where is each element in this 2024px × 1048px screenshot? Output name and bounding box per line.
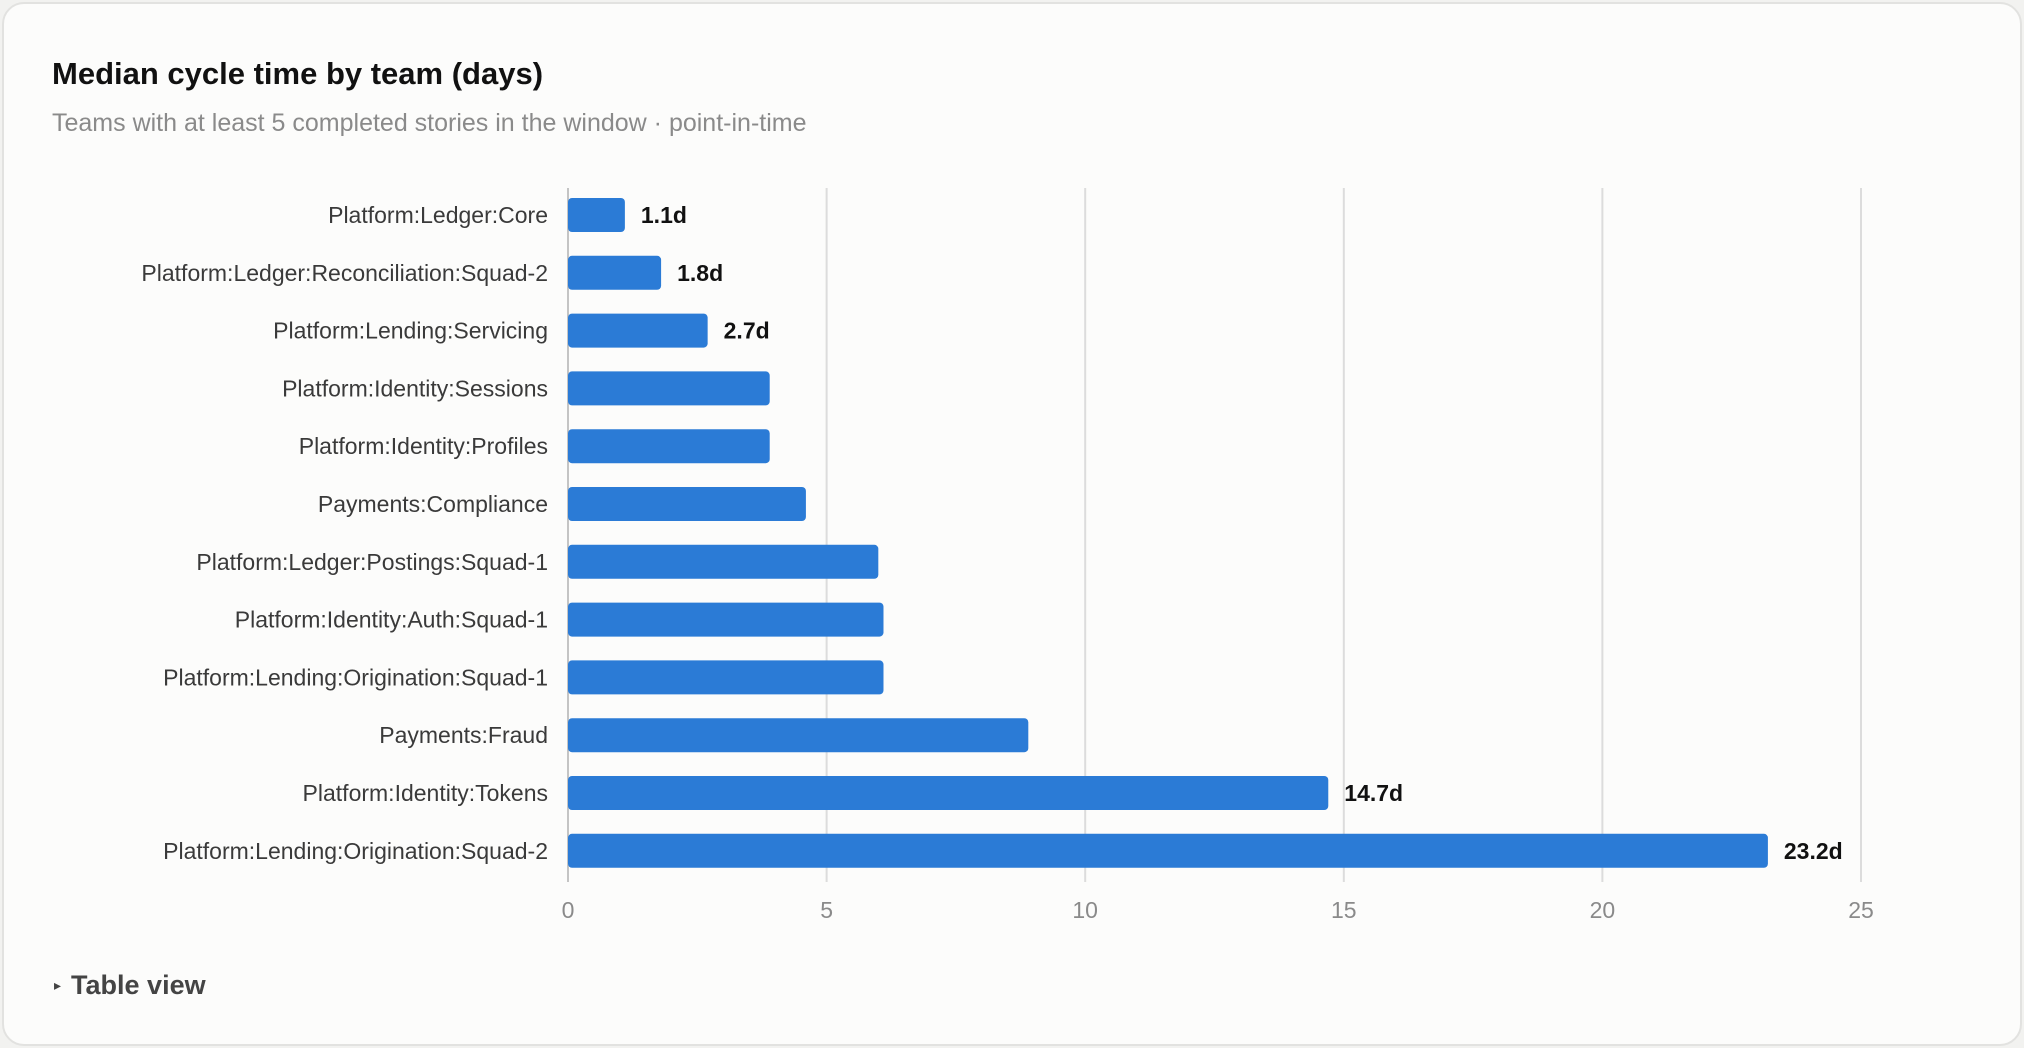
chart-subtitle: Teams with at least 5 completed stories … (52, 109, 807, 137)
category-label: Platform:Ledger:Core (328, 202, 548, 228)
x-tick-label: 15 (1331, 897, 1357, 923)
x-tick-label: 10 (1072, 897, 1098, 923)
table-view-toggle[interactable]: ▸ Table view (54, 970, 206, 1001)
bar-chart: 0 5 10 15 20 25 Platform:Ledger:Core 1.1d Platfo… (141, 188, 1874, 923)
bar (568, 718, 1029, 753)
data-label: 2.7d (724, 318, 770, 344)
category-label: Payments:Fraud (379, 722, 548, 748)
bar (568, 833, 1768, 868)
category-label: Platform:Lending:Origination:Squad-1 (163, 664, 548, 690)
category-label: Platform:Ledger:Reconciliation:Squad-2 (141, 260, 548, 286)
category-label: Platform:Identity:Tokens (303, 780, 548, 806)
bar (568, 313, 708, 348)
bar (568, 255, 662, 290)
data-label: 14.7d (1344, 780, 1403, 806)
bar (568, 602, 884, 637)
category-label: Platform:Lending:Servicing (273, 318, 548, 344)
chart-title: Median cycle time by team (days) (52, 56, 544, 91)
caret-right-icon: ▸ (54, 977, 62, 993)
data-label: 1.8d (677, 260, 723, 286)
bar (568, 544, 879, 579)
bar (568, 660, 884, 695)
x-tick-label: 0 (562, 897, 575, 923)
category-label: Payments:Compliance (318, 491, 548, 517)
data-label: 1.1d (641, 202, 687, 228)
bar (568, 371, 770, 406)
category-label: Platform:Identity:Auth:Squad-1 (235, 607, 548, 633)
x-tick-label: 5 (820, 897, 833, 923)
category-label: Platform:Lending:Origination:Squad-2 (163, 838, 548, 864)
data-label: 23.2d (1784, 838, 1843, 864)
category-label: Platform:Identity:Sessions (282, 375, 548, 401)
bar (568, 776, 1329, 810)
bar (568, 198, 625, 232)
x-tick-label: 25 (1848, 897, 1874, 923)
bar (568, 429, 770, 464)
category-label: Platform:Identity:Profiles (299, 433, 548, 459)
category-label: Platform:Ledger:Postings:Squad-1 (196, 549, 548, 575)
bar (568, 487, 806, 521)
table-view-label: Table view (71, 970, 206, 1000)
x-tick-label: 20 (1590, 897, 1616, 923)
